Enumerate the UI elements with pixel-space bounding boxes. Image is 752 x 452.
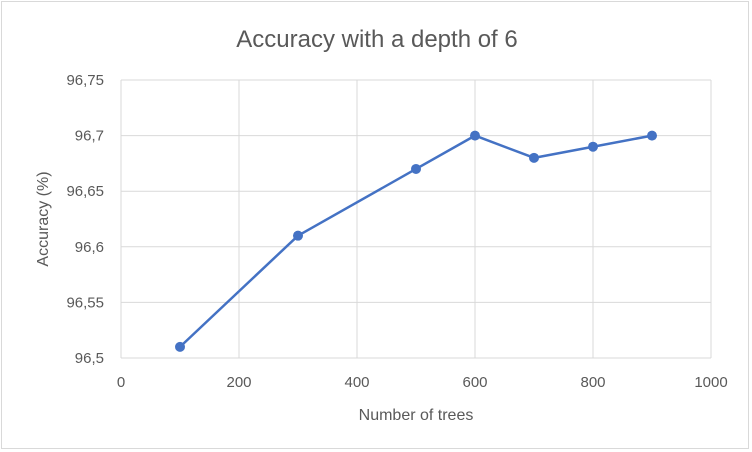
y-axis-label: Accuracy (%): [35, 171, 52, 266]
x-tick-label: 200: [226, 374, 251, 391]
y-tick-labels: 96,5 96,55 96,6 96,65 96,7 96,75: [66, 72, 104, 367]
x-tick-label: 0: [117, 374, 125, 391]
y-tick-label: 96,65: [66, 183, 104, 200]
data-point: [529, 152, 539, 163]
horizontal-gridlines: [121, 79, 711, 359]
vertical-gridlines: [120, 80, 712, 358]
x-axis-label: Number of trees: [359, 407, 474, 424]
data-point: [411, 163, 421, 174]
data-point: [588, 141, 598, 152]
y-tick-label: 96,75: [66, 72, 104, 89]
y-tick-label: 96,6: [75, 239, 104, 256]
y-tick-label: 96,55: [66, 294, 104, 311]
data-point: [175, 341, 185, 352]
x-tick-label: 1000: [694, 374, 727, 391]
x-tick-label: 600: [462, 374, 487, 391]
data-points: [175, 130, 657, 352]
x-tick-labels: 0 200 400 600 800 1000: [117, 374, 728, 391]
data-point: [293, 230, 303, 241]
chart-title: Accuracy with a depth of 6: [236, 26, 517, 53]
data-point: [647, 130, 657, 141]
y-tick-label: 96,7: [75, 128, 104, 145]
y-tick-label: 96,5: [75, 350, 104, 367]
data-point: [470, 130, 480, 141]
x-tick-label: 800: [580, 374, 605, 391]
x-tick-label: 400: [344, 374, 369, 391]
